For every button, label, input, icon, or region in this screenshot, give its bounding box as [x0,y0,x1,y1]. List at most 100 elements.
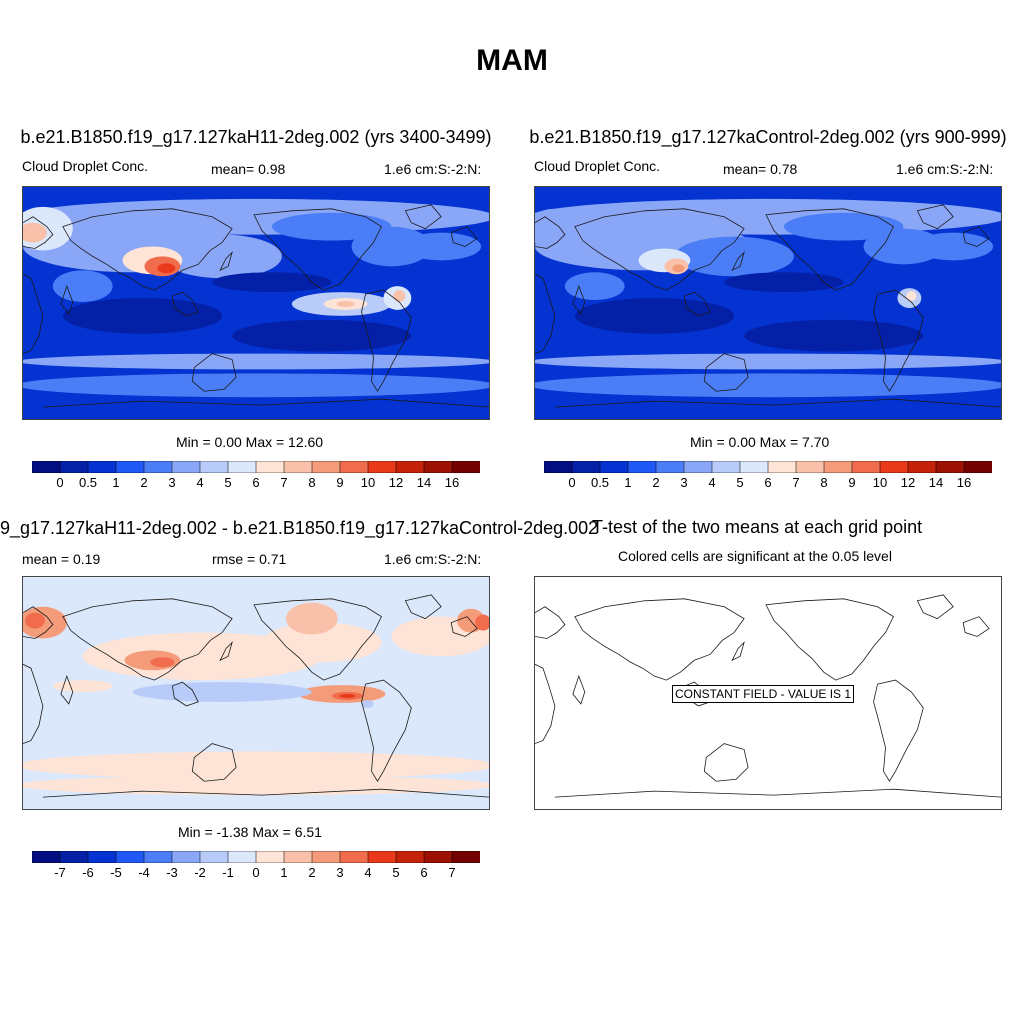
panel-1-mean-label: mean= 0.98 [211,161,286,177]
colorbar-swatch [935,461,965,473]
colorbar-swatch [115,461,145,473]
colorbar-tick-label: 2 [140,475,148,490]
colorbar-swatch [571,461,601,473]
colorbar-tick-label: 8 [308,475,316,490]
panel-3-title: 9_g17.127kaH11-2deg.002 - b.e21.B1850.f1… [0,518,599,538]
colorbar-swatch [255,461,285,473]
colorbar-swatch [907,461,937,473]
colorbar-swatch [683,461,713,473]
panel-2-variable-label: Cloud Droplet Conc. [534,158,661,174]
colorbar-swatch [115,851,145,863]
colorbar-swatch [339,461,369,473]
colorbar-tick-label: 4 [708,475,716,490]
colorbar-swatch [599,461,629,473]
panel-1-variable-label: Cloud Droplet Conc. [22,158,149,174]
colorbar-tick-label: -3 [166,865,178,880]
colorbar-tick-label: 2 [652,475,660,490]
colorbar-tick-label: 4 [196,475,204,490]
panel-1-units-label: 1.e6 cm:S:-2:N: [384,161,482,177]
colorbar-tick-label: 0.5 [590,475,610,490]
panel-4-constant-field-label: CONSTANT FIELD - VALUE IS 1 [672,685,855,703]
colorbar-tick-label: -1 [222,865,234,880]
colorbar-tick-label: 6 [420,865,428,880]
panel-2-colorbar [544,461,992,473]
colorbar-swatch [739,461,769,473]
colorbar-swatch [87,851,117,863]
colorbar-tick-label: 7 [448,865,456,880]
colorbar-swatch [544,461,573,473]
colorbar-tick-label: 9 [336,475,344,490]
colorbar-swatch [963,461,992,473]
colorbar-tick-label: 3 [168,475,176,490]
colorbar-swatch [32,461,61,473]
colorbar-tick-label: 4 [364,865,372,880]
colorbar-tick-label: 14 [416,475,432,490]
colorbar-tick-label: -6 [82,865,94,880]
colorbar-tick-label: 6 [764,475,772,490]
panel-4-title: T-test of the two means at each grid poi… [592,517,923,537]
panel-3-minmax-label: Min = -1.38 Max = 6.51 [178,824,322,840]
colorbar-tick-label: 5 [224,475,232,490]
panel-3-mean-label: mean = 0.19 [22,551,101,567]
colorbar-swatch [339,851,369,863]
colorbar-tick-label: 0 [56,475,64,490]
colorbar-swatch [143,851,173,863]
colorbar-swatch [451,461,480,473]
colorbar-swatch [655,461,685,473]
colorbar-swatch [823,461,853,473]
colorbar-tick-label: 10 [872,475,888,490]
colorbar-swatch [767,461,797,473]
colorbar-swatch [311,851,341,863]
colorbar-swatch [171,461,201,473]
colorbar-tick-label: 9 [848,475,856,490]
colorbar-tick-label: -5 [110,865,122,880]
colorbar-swatch [395,851,425,863]
panel-2-mean-label: mean= 0.78 [723,161,798,177]
colorbar-tick-label: 8 [820,475,828,490]
colorbar-swatch [59,461,89,473]
colorbar-tick-label: 7 [792,475,800,490]
colorbar-swatch [851,461,881,473]
colorbar-swatch [451,851,480,863]
panel-2-map [534,186,1002,420]
colorbar-swatch [255,851,285,863]
colorbar-tick-label: 12 [388,475,404,490]
colorbar-swatch [32,851,61,863]
colorbar-swatch [367,851,397,863]
colorbar-swatch [59,851,89,863]
colorbar-swatch [627,461,657,473]
panel-3-colorbar [32,851,480,863]
colorbar-swatch [171,851,201,863]
figure-title: MAM [476,44,548,77]
colorbar-tick-label: 14 [928,475,944,490]
colorbar-swatch [879,461,909,473]
colorbar-swatch [87,461,117,473]
panel-2-units-label: 1.e6 cm:S:-2:N: [896,161,994,177]
colorbar-swatch [367,461,397,473]
colorbar-tick-label: 1 [280,865,288,880]
colorbar-swatch [199,851,229,863]
colorbar-swatch [711,461,741,473]
colorbar-tick-label: 12 [900,475,916,490]
colorbar-tick-label: 16 [444,475,460,490]
colorbar-tick-label: -2 [194,865,206,880]
panel-1-map [22,186,490,420]
colorbar-tick-label: 0 [252,865,260,880]
panel-2-title: b.e21.B1850.f19_g17.127kaControl-2deg.00… [529,127,1007,147]
colorbar-tick-label: 7 [280,475,288,490]
colorbar-tick-label: 2 [308,865,316,880]
panel-3-map [22,576,490,810]
colorbar-tick-label: 6 [252,475,260,490]
colorbar-tick-label: 0 [568,475,576,490]
colorbar-swatch [395,461,425,473]
colorbar-tick-label: 5 [392,865,400,880]
panel-2-minmax-label: Min = 0.00 Max = 7.70 [690,434,830,450]
colorbar-swatch [227,851,257,863]
colorbar-swatch [283,851,313,863]
colorbar-tick-label: 10 [360,475,376,490]
colorbar-tick-label: 3 [336,865,344,880]
colorbar-tick-label: 0.5 [78,475,98,490]
colorbar-tick-label: 5 [736,475,744,490]
colorbar-tick-label: -4 [138,865,150,880]
panel-1-title: b.e21.B1850.f19_g17.127kaH11-2deg.002 (y… [20,127,492,147]
